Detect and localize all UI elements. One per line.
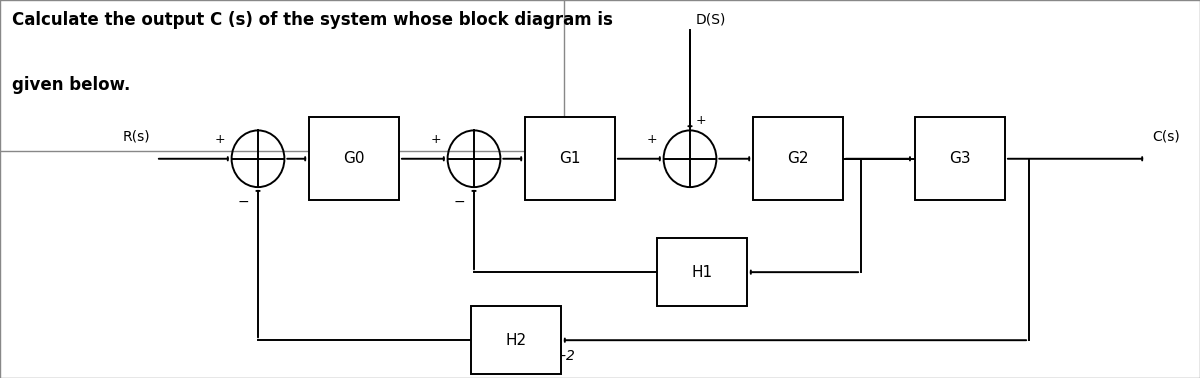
Text: Sekil-2: Sekil-2: [528, 349, 576, 363]
Bar: [0, 0, 564, 151]
Bar: [470, 306, 562, 374]
Bar: [526, 117, 616, 200]
Bar: [658, 238, 746, 306]
Bar: [310, 117, 398, 200]
Text: H2: H2: [505, 333, 527, 348]
Text: Calculate the output C (s) of the system whose block diagram is: Calculate the output C (s) of the system…: [12, 11, 613, 29]
Text: −: −: [238, 195, 250, 209]
Text: G3: G3: [949, 151, 971, 166]
Text: G0: G0: [343, 151, 365, 166]
Text: given below.: given below.: [12, 76, 131, 94]
Bar: [916, 117, 1006, 200]
Text: G2: G2: [787, 151, 809, 166]
Text: H1: H1: [691, 265, 713, 280]
Text: +: +: [647, 133, 658, 146]
Bar: [754, 117, 842, 200]
Text: R(s): R(s): [122, 130, 150, 144]
Text: C(s): C(s): [1152, 130, 1180, 144]
Text: G1: G1: [559, 151, 581, 166]
Text: +: +: [431, 133, 442, 146]
Text: −: −: [454, 195, 466, 209]
Text: D(S): D(S): [696, 12, 726, 26]
Text: +: +: [696, 114, 707, 127]
Text: +: +: [215, 133, 226, 146]
